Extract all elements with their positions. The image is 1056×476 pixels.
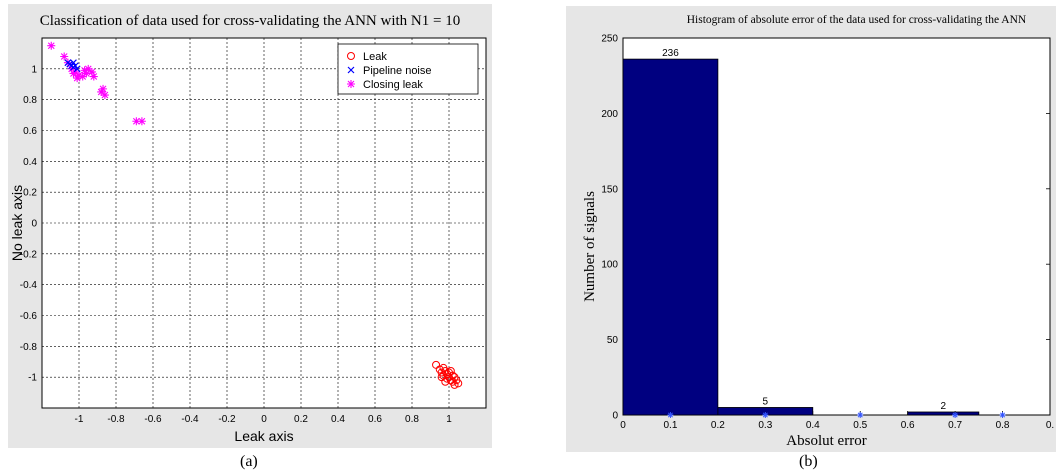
legend-label: Leak [363, 51, 387, 63]
legend-label: Pipeline noise [363, 65, 432, 77]
x-tick-label: -0.4 [181, 414, 199, 425]
data-point [60, 52, 69, 61]
x-tick-label: 0.1 [663, 420, 677, 431]
x-tick-label: 0.3 [758, 420, 772, 431]
y-tick-label: 1 [31, 64, 37, 75]
series-leak [432, 360, 463, 389]
data-point [80, 66, 89, 75]
bin-center-marker [999, 412, 1006, 418]
caption-a: (a) [240, 453, 258, 470]
legend-box [337, 43, 479, 95]
x-tick-label: -0.6 [144, 414, 162, 425]
histogram-bar [907, 411, 980, 416]
series-pipeline-noise [64, 59, 81, 73]
data-point [450, 373, 459, 382]
data-point [75, 71, 83, 79]
data-point [47, 41, 56, 50]
histogram-chart-panel: Histogram of absolute error of the data … [566, 6, 1056, 452]
legend-label: Closing leak [363, 79, 423, 91]
data-point [71, 62, 79, 70]
bar-value-label: 236 [662, 48, 679, 59]
data-point [132, 117, 141, 126]
scatter-chart: -1 -0.8 -0.6 -0.4 -0.2 0 0.2 0.4 0.6 0.8 1 1 0.8 0.6 0… [9, 13, 487, 444]
chart-title: Classification of data used for cross-va… [40, 13, 460, 29]
histogram-chart: Histogram of absolute error of the data … [582, 14, 1054, 449]
y-tick-label: 50 [607, 335, 619, 346]
data-point [78, 72, 87, 81]
data-point [70, 59, 77, 67]
y-tick-label: 0 [31, 219, 37, 230]
bin-center-marker [762, 412, 769, 418]
bar-value-label: 5 [763, 396, 769, 407]
y-tick-label: 0.4 [23, 157, 37, 168]
bin-center-marker [952, 412, 959, 418]
x-tick-label: 0.2 [711, 420, 725, 431]
x-tick-label: -1 [75, 414, 84, 425]
x-tick-label: 0.4 [331, 414, 345, 425]
data-point [100, 91, 109, 100]
x-tick-label: -0.2 [218, 414, 236, 425]
x-tick-label: 1 [446, 414, 452, 425]
x-tick-label: 0.2 [294, 414, 308, 425]
x-axis-label: Absolut error [786, 433, 866, 449]
x-tick-label: 0. [1046, 420, 1054, 431]
data-point [446, 367, 455, 375]
x-tick-label: 0 [261, 414, 267, 425]
data-point [84, 64, 93, 73]
y-tick-label: 0.2 [23, 188, 37, 199]
bin-center-marker [857, 412, 864, 418]
data-point [82, 69, 91, 78]
y-tick-label: 0.6 [23, 126, 37, 137]
data-point [437, 373, 446, 382]
y-axis-label: Number of signals [582, 191, 598, 302]
y-tick-label: 150 [601, 184, 618, 195]
y-tick-label: -0.8 [20, 342, 38, 353]
legend: Leak Pipeline noise Closing leak [337, 43, 479, 95]
x-tick-label: 0.8 [405, 414, 419, 425]
bin-center-marker [667, 412, 674, 418]
y-tick-label: 250 [601, 34, 618, 45]
y-tick-label: 0.8 [23, 95, 37, 106]
y-tick-label: -0.2 [20, 249, 38, 260]
bar-value-label: 2 [940, 401, 946, 412]
data-point [73, 65, 81, 73]
data-point [347, 80, 355, 88]
x-tick-label: 0.6 [901, 420, 915, 431]
data-point [137, 117, 146, 126]
data-point [347, 66, 355, 74]
x-tick-label: 0.5 [853, 420, 867, 431]
y-tick-label: -0.4 [20, 280, 38, 291]
data-point [89, 72, 98, 81]
x-tick-label: 0.8 [996, 420, 1010, 431]
data-point [64, 59, 72, 67]
data-point [87, 67, 96, 76]
y-axis-label: No leak axis [9, 185, 25, 261]
y-tick-label: 0 [612, 411, 618, 422]
chart-title: Histogram of absolute error of the data … [687, 14, 1027, 26]
x-tick-label: 0.6 [368, 414, 382, 425]
y-tick-label: 200 [601, 109, 618, 120]
x-tick-label: 0.7 [948, 420, 962, 431]
histogram-bar [622, 58, 719, 416]
data-point [347, 52, 355, 60]
x-tick-label: 0.4 [806, 420, 820, 431]
y-tick-label: -1 [28, 373, 37, 384]
scatter-chart-panel: -1 -0.8 -0.6 -0.4 -0.2 0 0.2 0.4 0.6 0.8 1 1 0.8 0.6 0… [8, 4, 492, 448]
data-point [450, 380, 459, 389]
x-tick-label: -0.8 [107, 414, 125, 425]
data-point [454, 379, 463, 388]
data-point [73, 74, 82, 83]
y-tick-label: 100 [601, 260, 618, 271]
x-axis-label: Leak axis [234, 428, 293, 444]
data-point [99, 84, 108, 93]
data-point [69, 69, 78, 78]
y-tick-label: -0.6 [20, 311, 38, 322]
caption-b: (b) [799, 453, 818, 470]
x-tick-label: 0 [620, 420, 626, 431]
data-point [97, 87, 106, 96]
